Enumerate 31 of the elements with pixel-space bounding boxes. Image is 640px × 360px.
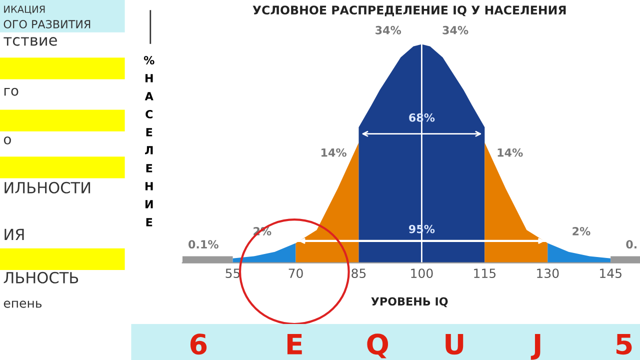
annotation: 14% [321,148,346,157]
chart-title: УСЛОВНОЕ РАСПРЕДЕЛЕНИЕ IQ У НАСЕЛЕНИЯ [252,6,566,16]
text: 5 [616,334,632,355]
x-axis-title: УРОВЕНЬ IQ [371,297,448,308]
text: 34% [376,26,402,34]
x-tick-label: 85 [352,268,366,278]
text: о [4,136,11,144]
text: 6 [190,334,207,355]
annotation: 2% [572,227,590,236]
x-tick-label: 145 [600,268,622,278]
text: го [4,88,18,96]
x-tick-label: 100 [411,268,433,278]
text: Q [367,334,388,358]
x-tick-label: 130 [537,268,559,278]
text: 34% [442,26,468,34]
x-tick-label: 115 [474,268,496,278]
text: тствие [4,37,57,46]
text: ИЛЬНОСТИ [4,182,90,194]
text: ИЯ [4,228,24,240]
text: ИКАЦИЯ [4,6,45,14]
annotation: 0.1% [188,240,218,249]
text: епень [4,300,42,308]
text: U [446,334,464,355]
text: ЛЬНОСТЬ [4,272,78,284]
text: J [530,334,540,360]
x-tick-label: 70 [288,268,303,278]
text: E [287,334,302,354]
text: % НАСЕЛЕНИЕ [144,56,154,226]
text: ОГО РАЗВИТИЯ [4,20,90,28]
annotation: 0. [626,240,636,249]
annotation: 14% [498,148,523,157]
